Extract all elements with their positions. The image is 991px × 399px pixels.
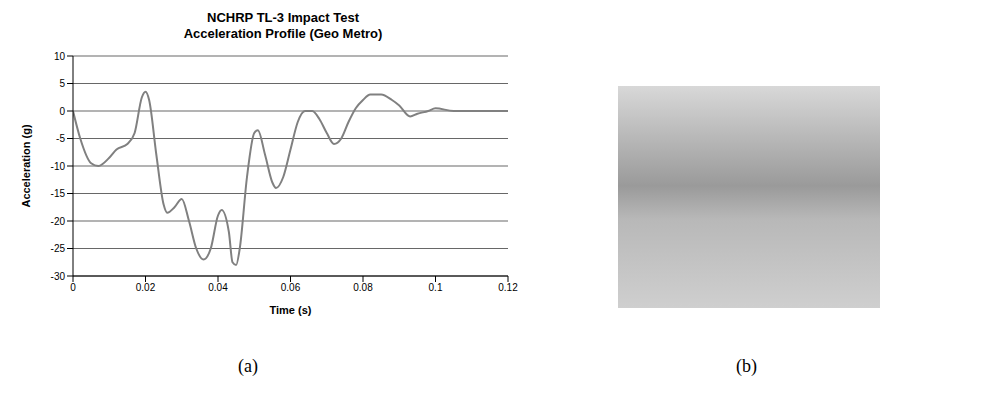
svg-text:0: 0 xyxy=(70,282,76,293)
svg-text:0.04: 0.04 xyxy=(208,282,228,293)
svg-text:0.1: 0.1 xyxy=(429,282,443,293)
svg-text:0.06: 0.06 xyxy=(281,282,301,293)
svg-text:10: 10 xyxy=(54,51,66,62)
svg-text:0.12: 0.12 xyxy=(498,282,518,293)
svg-text:-20: -20 xyxy=(51,216,66,227)
svg-text:-5: -5 xyxy=(56,133,65,144)
svg-text:0: 0 xyxy=(59,106,65,117)
html-text:(b): (b) xyxy=(736,356,757,376)
svg-text:-30: -30 xyxy=(51,271,66,282)
html-text:Acceleration Profile (Geo Metr: Acceleration Profile (Geo Metro) xyxy=(183,26,383,41)
svg-text:5: 5 xyxy=(59,78,65,89)
svg-text:-10: -10 xyxy=(51,161,66,172)
svg-text:0.08: 0.08 xyxy=(353,282,373,293)
svg-text:Time (s): Time (s) xyxy=(270,304,312,316)
html-text:NCHRP TL-3 Impact Test: NCHRP TL-3 Impact Test xyxy=(207,10,359,25)
svg-text:Acceleration (g): Acceleration (g) xyxy=(20,124,32,207)
html-text:(a): (a) xyxy=(238,356,258,376)
svg-text:-25: -25 xyxy=(51,243,66,254)
svg-text:-15: -15 xyxy=(51,188,66,199)
svg-text:0.02: 0.02 xyxy=(136,282,156,293)
